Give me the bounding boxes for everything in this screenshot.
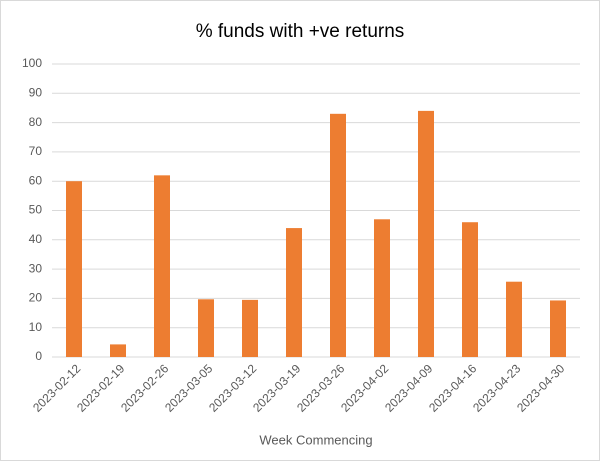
y-tick-label: 60 [29, 173, 43, 187]
bar [374, 219, 390, 357]
y-tick-label: 100 [22, 56, 42, 70]
y-tick-label: 30 [29, 261, 43, 275]
bar [242, 299, 258, 357]
bar [110, 344, 126, 357]
bar [506, 281, 522, 357]
y-tick-label: 0 [35, 349, 42, 363]
y-tick-label: 20 [29, 291, 43, 305]
y-tick-label: 40 [29, 232, 43, 246]
y-tick-label: 10 [29, 320, 43, 334]
bar [330, 113, 346, 357]
bar [418, 110, 434, 357]
bar [286, 228, 302, 357]
bar [198, 299, 214, 357]
bar [66, 181, 82, 357]
bar [550, 300, 566, 357]
y-tick-label: 70 [29, 144, 43, 158]
chart-title: % funds with +ve returns [196, 21, 405, 42]
y-tick-label: 50 [29, 203, 43, 217]
x-axis-title: Week Commencing [259, 432, 372, 447]
y-tick-label: 80 [29, 115, 43, 129]
bar [462, 222, 478, 357]
bar [154, 175, 170, 357]
y-tick-label: 90 [29, 85, 43, 99]
